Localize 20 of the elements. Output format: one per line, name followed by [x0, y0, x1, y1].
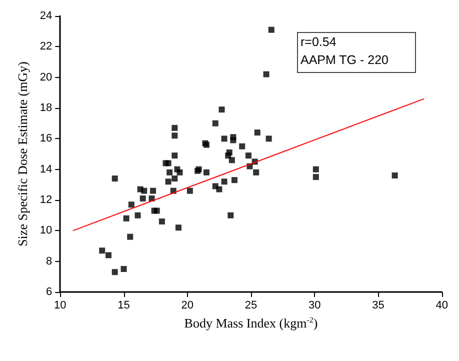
y-tick-label: 6 — [46, 286, 52, 298]
y-tick-label: 10 — [40, 224, 52, 237]
y-tick-label: 8 — [46, 255, 52, 268]
y-tick-label: 12 — [40, 194, 52, 206]
x-tick-label: 35 — [372, 300, 384, 312]
x-tick-label: 20 — [181, 300, 194, 312]
y-tick-label: 24 — [40, 10, 52, 22]
x-tick-label: 25 — [244, 300, 258, 312]
x-tick-label: 30 — [308, 300, 321, 312]
y-tick-label: 18 — [40, 102, 52, 114]
y-tick-label: 16 — [40, 132, 52, 145]
x-tick-label: 15 — [118, 300, 130, 312]
annotation: r=0.54 — [300, 35, 336, 49]
y-tick-label: 22 — [40, 40, 52, 53]
x-tick-label: 40 — [436, 300, 448, 312]
annotation: AAPM TG - 220 — [300, 53, 389, 67]
x-tick-label: 10 — [54, 300, 66, 312]
y-tick-label: 14 — [40, 163, 52, 176]
y-axis-title: Size Specific Dose Estimate (mGy) — [15, 62, 30, 246]
y-tick-label: 20 — [40, 71, 52, 84]
